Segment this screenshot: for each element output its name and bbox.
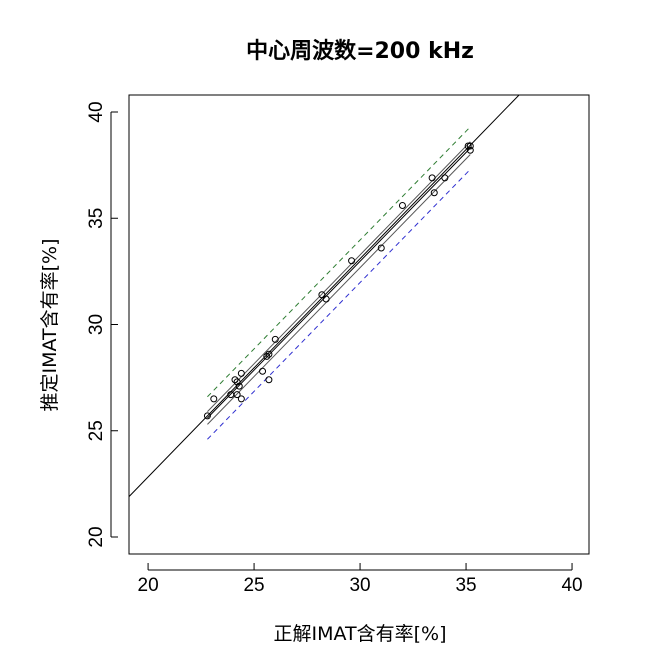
axes: 20 25 30 35 40 20 25 30 35 40: [86, 94, 590, 596]
x-tick-label: 30: [349, 575, 370, 596]
data-point: [237, 395, 245, 403]
data-point: [322, 295, 330, 303]
regression-line: [207, 147, 471, 419]
data-point: [265, 376, 273, 384]
y-tick-label: 20: [86, 526, 107, 547]
x-axis-label: 正解IMAT含有率[%]: [273, 623, 446, 645]
y-tick-label: 35: [86, 208, 107, 229]
x-tick-label: 35: [455, 575, 476, 596]
data-point: [235, 382, 243, 390]
fit-lines: [129, 95, 520, 497]
x-tick-label: 25: [243, 575, 264, 596]
identity-line: [129, 95, 520, 497]
data-point: [237, 369, 245, 377]
prediction-lower-line: [207, 169, 471, 440]
confidence-lower-line: [207, 154, 471, 425]
data-point: [318, 291, 326, 299]
data-point: [348, 257, 356, 265]
plot-frame: [128, 94, 590, 555]
x-tick-label: 40: [561, 575, 582, 596]
chart-title: 中心周波数=200 kHz: [246, 38, 474, 64]
confidence-upper-line: [207, 141, 471, 412]
data-points: [203, 142, 474, 420]
y-tick-label: 30: [86, 314, 107, 335]
data-point: [441, 174, 449, 182]
prediction-upper-line: [207, 126, 471, 398]
data-point: [377, 244, 385, 252]
data-point: [263, 352, 271, 360]
data-point: [271, 335, 279, 343]
data-point: [259, 367, 267, 375]
data-point: [466, 142, 474, 150]
y-tick-label: 40: [86, 101, 107, 122]
data-point: [398, 202, 406, 209]
data-point: [466, 146, 474, 154]
y-axis-label: 推定IMAT含有率[%]: [39, 238, 61, 411]
data-point: [203, 412, 211, 420]
data-point: [430, 189, 438, 197]
data-point: [428, 174, 436, 182]
data-point: [210, 395, 218, 403]
x-tick-label: 20: [138, 575, 159, 596]
data-point: [464, 142, 472, 150]
data-point: [233, 378, 241, 386]
data-point: [231, 376, 239, 384]
y-tick-label: 25: [86, 420, 107, 441]
data-point: [265, 350, 273, 358]
data-point: [233, 391, 241, 399]
